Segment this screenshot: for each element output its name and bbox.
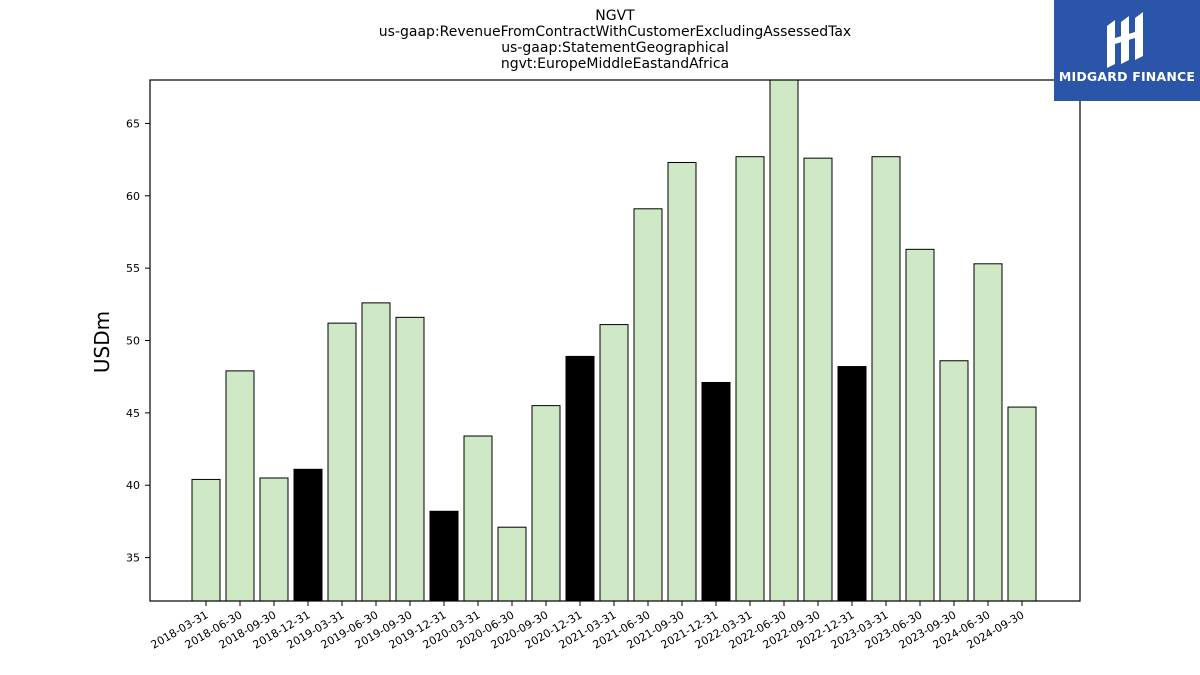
bar-2018-03-31 bbox=[191, 478, 221, 602]
bar-2020-09-30 bbox=[531, 405, 561, 602]
bar-2018-12-31 bbox=[293, 468, 323, 602]
bar-2019-03-31 bbox=[327, 322, 357, 602]
title-line-ticker: NGVT bbox=[595, 8, 635, 24]
y-tick-label-50: 50 bbox=[126, 335, 140, 348]
bar-2020-12-31 bbox=[565, 355, 595, 602]
y-tick-label-60: 60 bbox=[126, 190, 140, 203]
bar-2021-12-31 bbox=[701, 381, 731, 602]
bar-2020-06-30 bbox=[497, 526, 527, 602]
bar-2021-06-30 bbox=[633, 208, 663, 602]
title-line-axis: us-gaap:StatementGeographical bbox=[501, 40, 729, 56]
bar-2022-06-30 bbox=[769, 79, 799, 602]
y-tick-label-40: 40 bbox=[126, 479, 140, 492]
bar-2021-03-31 bbox=[599, 324, 629, 602]
bar-2023-06-30 bbox=[905, 248, 935, 602]
bar-2023-09-30 bbox=[939, 360, 969, 602]
y-tick-label-65: 65 bbox=[126, 117, 140, 130]
midgard-finance-logo: MIDGARD FINANCE bbox=[1054, 0, 1200, 101]
midgard-logo-icon bbox=[1107, 12, 1143, 68]
bar-2024-09-30 bbox=[1007, 406, 1037, 602]
bar-2019-06-30 bbox=[361, 302, 391, 602]
title-line-concept: us-gaap:RevenueFromContractWithCustomerE… bbox=[378, 24, 852, 40]
bar-2022-03-31 bbox=[735, 156, 765, 602]
bar-2022-09-30 bbox=[803, 157, 833, 602]
bar-2020-03-31 bbox=[463, 435, 493, 602]
title-line-member: ngvt:EuropeMiddleEastandAfrica bbox=[500, 56, 730, 72]
bar-2023-03-31 bbox=[871, 156, 901, 602]
bar-2019-09-30 bbox=[395, 316, 425, 602]
y-tick-label-45: 45 bbox=[126, 407, 140, 420]
y-tick-label-55: 55 bbox=[126, 262, 140, 275]
y-axis-label: USDm bbox=[90, 311, 114, 373]
bar-2024-06-30 bbox=[973, 263, 1003, 602]
logo-text: MIDGARD FINANCE bbox=[1058, 69, 1196, 84]
bar-2018-09-30 bbox=[259, 477, 289, 602]
bar-2019-12-31 bbox=[429, 510, 459, 602]
bar-2021-09-30 bbox=[667, 161, 697, 602]
bar-2022-12-31 bbox=[837, 366, 867, 602]
y-tick-label-35: 35 bbox=[126, 552, 140, 565]
bar-2018-06-30 bbox=[225, 370, 255, 602]
